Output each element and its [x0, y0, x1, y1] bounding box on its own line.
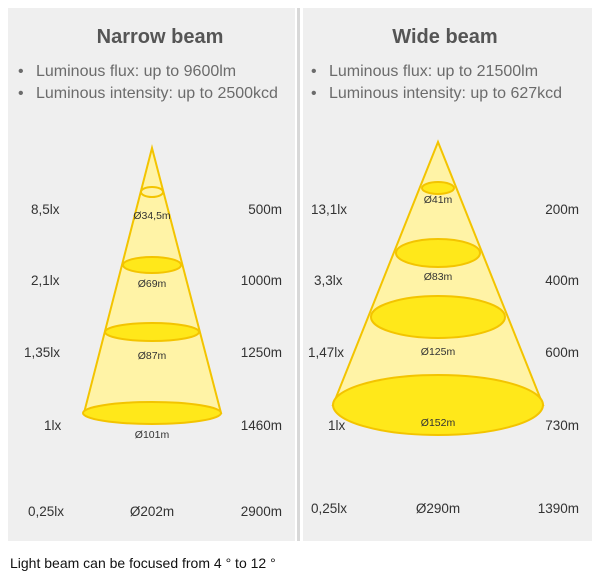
narrow-diameter-2: Ø69m [137, 278, 167, 290]
wide-lux-4: 1lx [328, 418, 346, 433]
wide-beam-specs: Luminous flux: up to 21500lm Luminous in… [305, 61, 590, 105]
narrow-distance-2: 1000m [240, 273, 282, 288]
wide-ring-200m [421, 181, 455, 195]
wide-diameter-2: Ø83m [423, 271, 453, 283]
narrow-distance-5: 2900m [240, 504, 282, 519]
wide-lux-3: 1,47lx [308, 345, 345, 360]
narrow-ring-1460m [82, 401, 222, 425]
wide-ring-730m [332, 374, 544, 436]
panel-divider [297, 8, 300, 541]
narrow-diameter-4: Ø101m [134, 429, 170, 441]
narrow-ring-1000m [122, 256, 182, 274]
wide-distance-4: 730m [545, 418, 579, 433]
narrow-diameter-3: Ø87m [137, 350, 167, 362]
narrow-lux-1: 8,5lx [31, 202, 60, 217]
focus-caption: Light beam can be focused from 4 ° to 12… [10, 555, 276, 571]
wide-diameter-5: Ø290m [415, 501, 461, 516]
wide-beam-title: Wide beam [392, 26, 498, 48]
wide-lux-2: 3,3lx [314, 273, 343, 288]
wide-diameter-1: Ø41m [423, 194, 453, 206]
narrow-diameter-5: Ø202m [129, 504, 175, 519]
narrow-beam-title: Narrow beam [96, 26, 224, 48]
wide-lux-5: 0,25lx [311, 501, 348, 516]
narrow-diameter-1: Ø34,5m [133, 210, 171, 222]
narrow-distance-3: 1250m [240, 345, 282, 360]
wide-distance-3: 600m [545, 345, 579, 360]
narrow-flux-bullet: Luminous flux: up to 9600lm [12, 61, 282, 83]
narrow-lux-4: 1lx [44, 418, 62, 433]
wide-diameter-4: Ø152m [420, 417, 456, 429]
narrow-lux-2: 2,1lx [31, 273, 60, 288]
wide-distance-1: 200m [545, 202, 579, 217]
wide-distance-5: 1390m [537, 501, 579, 516]
narrow-intensity-bullet: Luminous intensity: up to 2500kcd [12, 83, 282, 105]
narrow-ring-1250m [104, 322, 200, 342]
wide-distance-2: 400m [545, 273, 579, 288]
narrow-beam-specs: Luminous flux: up to 9600lm Luminous int… [12, 61, 282, 105]
narrow-ring-500m [140, 186, 164, 198]
wide-diameter-3: Ø125m [420, 346, 456, 358]
narrow-lux-5: 0,25lx [28, 504, 65, 519]
wide-flux-bullet: Luminous flux: up to 21500lm [305, 61, 590, 83]
narrow-lux-3: 1,35lx [24, 345, 61, 360]
wide-ring-600m [370, 295, 506, 339]
wide-intensity-bullet: Luminous intensity: up to 627kcd [305, 83, 590, 105]
narrow-distance-1: 500m [248, 202, 282, 217]
narrow-distance-4: 1460m [240, 418, 282, 433]
wide-ring-400m [395, 238, 481, 268]
wide-lux-1: 13,1lx [311, 202, 348, 217]
